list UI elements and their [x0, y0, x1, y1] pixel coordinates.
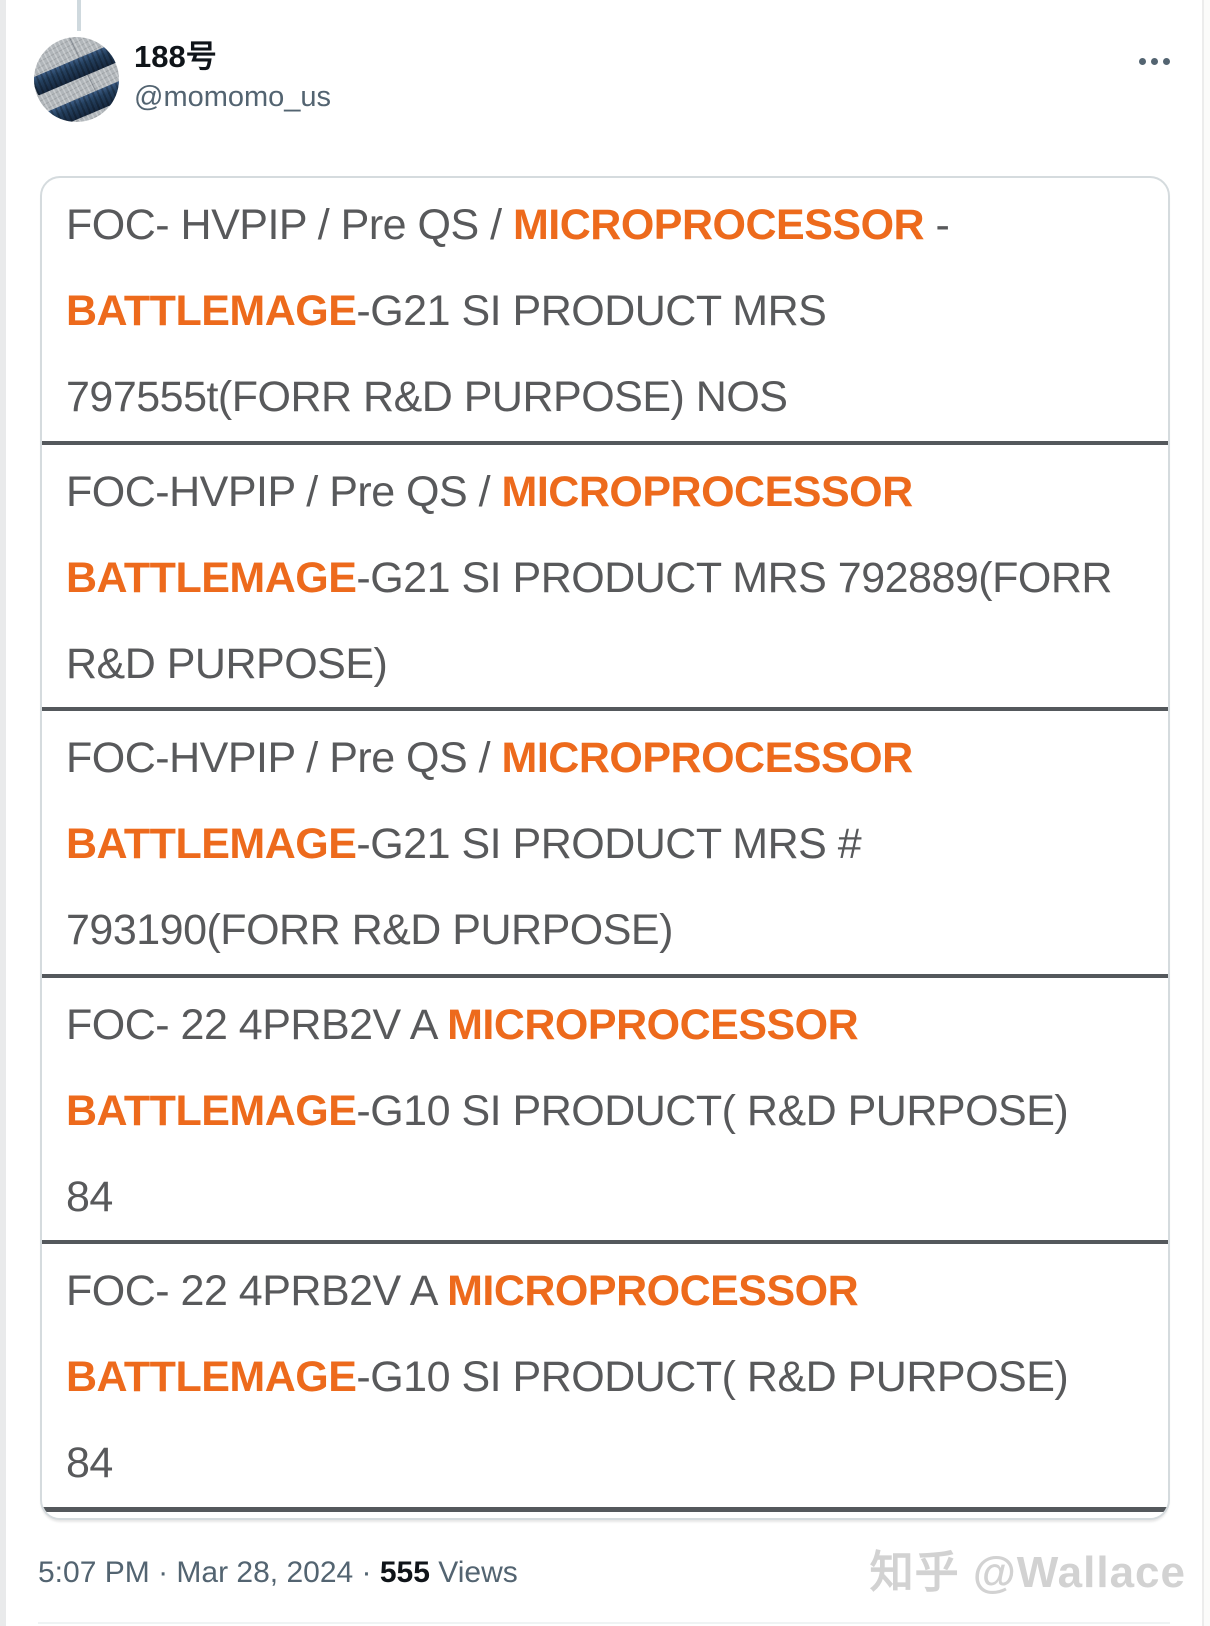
highlighted-text: BATTLEMAGE [66, 287, 357, 335]
page-left-edge [0, 0, 6, 1626]
ellipsis-icon [1138, 57, 1146, 65]
text-segment: - [924, 201, 950, 249]
table-row: FOC-HVPIP / Pre QS / MICROPROCESSOR BATTL… [42, 440, 1168, 708]
highlighted-text: MICROPROCESSOR [447, 1267, 859, 1316]
text-segment: FOC- HVPIP / Pre QS / [66, 201, 513, 249]
highlighted-text: BATTLEMAGE [66, 820, 357, 869]
highlighted-text: MICROPROCESSOR [512, 201, 925, 249]
table-bottom-spacer [42, 1511, 1168, 1518]
text-segment: FOC-HVPIP / Pre QS / [66, 734, 502, 783]
table-row-line: BATTLEMAGE-G21 SI PRODUCT MRS 792889(FOR… [66, 535, 1144, 621]
page-right-edge [1202, 0, 1204, 1626]
table-row-line: BATTLEMAGE-G10 SI PRODUCT( R&D PURPOSE) [66, 1334, 1144, 1420]
thread-connector-line [77, 0, 81, 31]
highlighted-text: MICROPROCESSOR [501, 734, 914, 783]
text-segment: -G21 SI PRODUCT MRS # [356, 820, 862, 869]
text-segment: FOC-HVPIP / Pre QS / [66, 467, 502, 516]
table-row-line: BATTLEMAGE-G21 SI PRODUCT MRS [66, 268, 1144, 354]
views-label: Views [429, 1556, 518, 1589]
table-row-line: R&D PURPOSE) [66, 621, 1144, 707]
text-segment: -G21 SI PRODUCT MRS [356, 287, 827, 335]
user-handle[interactable]: @momomo_us [134, 81, 332, 113]
table-row-line: FOC-HVPIP / Pre QS / MICROPROCESSOR [66, 449, 1144, 535]
table-row-line: FOC- HVPIP / Pre QS / MICROPROCESSOR - [66, 182, 1144, 268]
timestamp-views: 5:07 PM · Mar 28, 2024 · 555 Views [38, 1556, 518, 1590]
ellipsis-icon [1150, 57, 1158, 65]
more-options-button[interactable] [1128, 46, 1180, 76]
text-segment: 84 [66, 1439, 113, 1488]
display-name[interactable]: 188号 [134, 39, 217, 74]
highlighted-text: BATTLEMAGE [66, 553, 357, 602]
table-row: FOC- HVPIP / Pre QS / MICROPROCESSOR - BA… [42, 178, 1168, 441]
highlighted-text: MICROPROCESSOR [501, 467, 914, 516]
table-row-line: FOC- 22 4PRB2V A MICROPROCESSOR [66, 1248, 1144, 1334]
text-segment: R&D PURPOSE) [66, 639, 388, 688]
page-right-gutter [1204, 0, 1210, 1626]
separator-dot: · [353, 1556, 380, 1589]
table-row-line: FOC- 22 4PRB2V A MICROPROCESSOR [66, 982, 1144, 1068]
highlighted-text: BATTLEMAGE [66, 1086, 357, 1135]
timestamp-time: 5:07 PM [38, 1556, 150, 1589]
separator-dot: · [149, 1556, 177, 1589]
table-row-line: 84 [66, 1154, 1144, 1240]
text-segment: 797555t(FORR R&D PURPOSE) NOS [66, 373, 788, 421]
divider [38, 1622, 1170, 1624]
text-segment: 84 [66, 1172, 113, 1221]
table-row-line: 793190(FORR R&D PURPOSE) [66, 887, 1144, 973]
table-row: FOC- 22 4PRB2V A MICROPROCESSOR BATTLEMAG… [42, 1240, 1168, 1512]
table-row: FOC- 22 4PRB2V A MICROPROCESSOR BATTLEMAG… [42, 973, 1168, 1241]
views-count: 555 [379, 1556, 430, 1589]
avatar[interactable] [34, 37, 119, 122]
ellipsis-icon [1162, 57, 1170, 65]
table-row-line: FOC-HVPIP / Pre QS / MICROPROCESSOR [66, 715, 1144, 801]
watermark: 知乎 @Wallace [869, 1548, 1186, 1597]
table-row-line: BATTLEMAGE-G21 SI PRODUCT MRS # [66, 801, 1144, 887]
text-segment: -G10 SI PRODUCT( R&D PURPOSE) [356, 1086, 1069, 1135]
text-segment: -G10 SI PRODUCT( R&D PURPOSE) [356, 1353, 1069, 1402]
table-row-line: 84 [66, 1420, 1144, 1506]
tweet-image-table[interactable]: FOC- HVPIP / Pre QS / MICROPROCESSOR - BA… [40, 176, 1170, 1520]
timestamp-date: Mar 28, 2024 [176, 1556, 354, 1589]
table-row-line: BATTLEMAGE-G10 SI PRODUCT( R&D PURPOSE) [66, 1068, 1144, 1154]
table-row-line: 797555t(FORR R&D PURPOSE) NOS [66, 354, 1144, 440]
text-segment: FOC- 22 4PRB2V A [66, 1267, 448, 1316]
table-row: FOC-HVPIP / Pre QS / MICROPROCESSOR BATTL… [42, 707, 1168, 974]
text-segment: FOC- 22 4PRB2V A [66, 1000, 448, 1049]
highlighted-text: BATTLEMAGE [66, 1353, 357, 1402]
text-segment: -G21 SI PRODUCT MRS 792889(FORR [356, 553, 1112, 602]
text-segment: 793190(FORR R&D PURPOSE) [66, 906, 673, 955]
highlighted-text: MICROPROCESSOR [447, 1000, 859, 1049]
